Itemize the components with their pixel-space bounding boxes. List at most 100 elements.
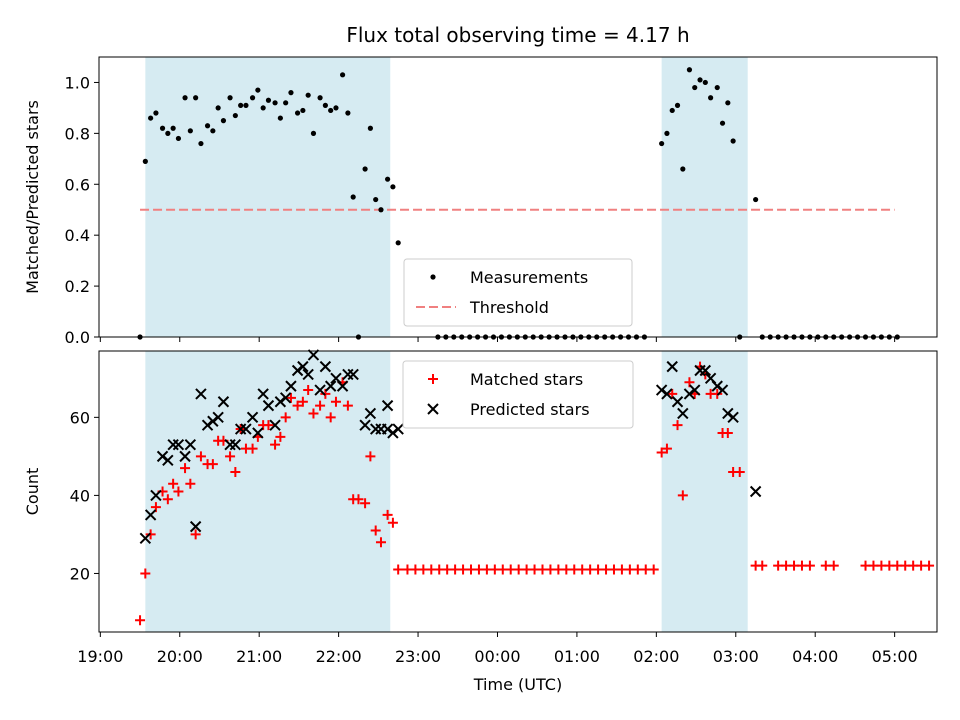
top-panel-frame [98, 56, 938, 338]
measurement-point [714, 84, 720, 91]
legend-matched-marker [428, 374, 438, 384]
measurement-point [328, 107, 334, 114]
predicted-star-point [347, 368, 359, 381]
measurement-point [142, 158, 148, 164]
predicted-star-point [240, 423, 252, 435]
measurement-point [249, 95, 256, 101]
measurement-point [686, 67, 693, 73]
matched-star-point [382, 509, 393, 520]
matched-star-point [648, 564, 659, 575]
predicted-star-point [262, 399, 275, 412]
predicted-star-point [150, 489, 162, 502]
measurement-point [182, 95, 188, 101]
legend-box [402, 360, 634, 429]
bottom-y-axis-label: Count [23, 468, 42, 516]
matched-star-point [330, 396, 341, 407]
matched-star-point [285, 392, 296, 403]
legend-measurements-label: Measurements [470, 268, 588, 287]
matched-star-point [247, 443, 258, 454]
matched-star-point [734, 466, 745, 477]
predicted-star-point [336, 380, 349, 392]
measurement-point [753, 196, 759, 203]
predicted-star-point [162, 454, 174, 466]
measurement-point [692, 84, 698, 91]
measurement-point [238, 102, 244, 108]
measurement-point [243, 102, 249, 108]
measurement-point [708, 95, 714, 101]
legend-measurement-marker [430, 274, 436, 280]
top-legend: Measurements Threshold [403, 258, 633, 327]
x-tick-label: 19:00 [77, 647, 123, 666]
measurement-point [702, 79, 708, 86]
y-tick-label: 60 [70, 408, 90, 427]
predicted-star-point [252, 427, 264, 439]
legend-threshold-label: Threshold [469, 298, 549, 317]
measurement-point [153, 110, 159, 116]
matched-star-point [303, 385, 314, 396]
predicted-star-point [285, 380, 297, 392]
bottom-panel-frame [98, 350, 938, 633]
matched-star-point [140, 568, 151, 579]
predicted-star-point [302, 368, 314, 381]
matched-stars-points [135, 361, 935, 626]
y-tick-label: 20 [70, 564, 90, 583]
predicted-star-point [179, 450, 191, 463]
x-tick-label: 02:00 [633, 647, 679, 666]
x-tick-label: 05:00 [872, 647, 918, 666]
predicted-star-point [212, 411, 224, 424]
predicted-star-point [195, 388, 207, 400]
measurement-point [322, 102, 328, 108]
x-tick-label: 20:00 [157, 647, 203, 666]
observing-windows-bottom [145, 351, 748, 632]
predicted-star-point [716, 384, 729, 396]
measurement-point [187, 128, 193, 134]
predicted-star-point [324, 380, 337, 392]
measurement-point [362, 166, 368, 172]
predicted-star-point [699, 364, 712, 377]
measurement-point [170, 125, 176, 131]
matched-star-point [162, 494, 173, 505]
measurement-point [659, 140, 665, 147]
measurement-point [730, 138, 736, 144]
predicted-star-point [189, 520, 202, 533]
x-tick-label: 03:00 [713, 647, 759, 666]
predicted-star-point [671, 396, 684, 408]
matched-star-point [672, 420, 683, 431]
matched-star-point [375, 537, 386, 548]
legend-box [403, 258, 633, 327]
matched-star-point [207, 459, 218, 470]
x-tick-label: 22:00 [316, 647, 362, 666]
matched-star-point [190, 529, 201, 540]
measurement-point [345, 110, 351, 116]
bottom-x-ticks: 19:00 20:00 21:00 22:00 23:00 00:00 01:00 02:00… [77, 632, 918, 666]
measurement-point [725, 100, 731, 106]
measurement-point [193, 95, 199, 101]
bottom-legend: Matched stars Predicted stars [402, 360, 634, 429]
measurement-points [137, 67, 900, 340]
matched-star-point [135, 615, 146, 626]
matched-star-point [315, 400, 326, 411]
predicted-star-point [297, 360, 309, 373]
y-tick-label: 0.2 [65, 277, 90, 296]
matched-star-point [353, 494, 364, 505]
measurement-point [385, 176, 391, 182]
matched-star-point [180, 463, 191, 474]
y-tick-label: 0.6 [65, 175, 90, 194]
measurement-point [680, 166, 686, 172]
matched-star-point [263, 420, 274, 431]
chart-title: Flux total observing time = 4.17 h [346, 23, 689, 47]
matched-star-point [195, 451, 206, 462]
measurement-point [367, 125, 373, 131]
y-tick-label: 0.4 [65, 226, 90, 245]
x-tick-label: 21:00 [236, 647, 282, 666]
matched-star-point [297, 396, 308, 407]
measurement-point [378, 207, 384, 213]
predicted-star-point [229, 438, 242, 451]
measurement-point [148, 115, 154, 121]
matched-star-point [275, 431, 286, 442]
measurement-point [232, 112, 238, 119]
predicted-star-point [246, 411, 259, 424]
measurement-point [719, 120, 726, 126]
matched-star-point [270, 439, 281, 450]
